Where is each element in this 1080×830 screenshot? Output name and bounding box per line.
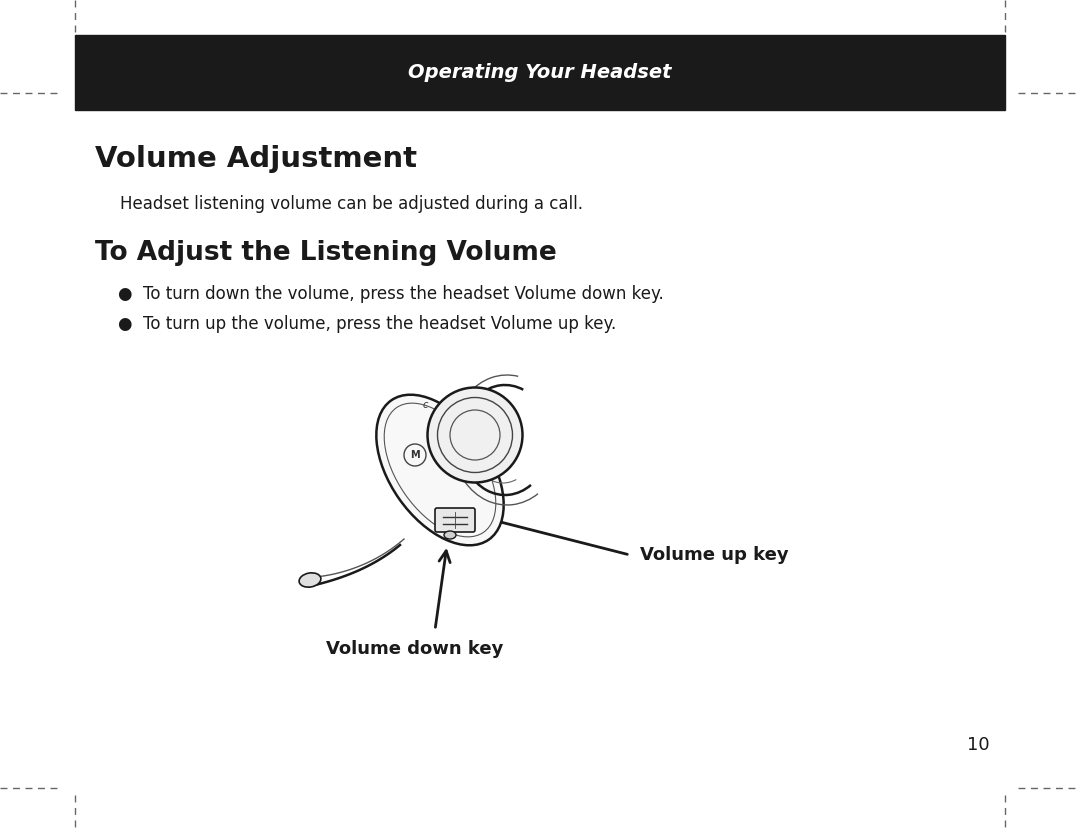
Ellipse shape xyxy=(376,395,503,545)
Ellipse shape xyxy=(428,388,523,482)
Bar xyxy=(75,35,1005,110)
Text: Headset listening volume can be adjusted during a call.: Headset listening volume can be adjusted… xyxy=(120,195,583,213)
Text: To Adjust the Listening Volume: To Adjust the Listening Volume xyxy=(95,240,557,266)
Ellipse shape xyxy=(444,531,456,539)
Text: Volume down key: Volume down key xyxy=(326,640,503,658)
Text: ●  To turn down the volume, press the headset Volume down key.: ● To turn down the volume, press the hea… xyxy=(118,285,664,303)
Text: 10: 10 xyxy=(968,736,990,754)
Text: ●  To turn up the volume, press the headset Volume up key.: ● To turn up the volume, press the heads… xyxy=(118,315,617,333)
Text: Volume Adjustment: Volume Adjustment xyxy=(95,145,417,173)
FancyBboxPatch shape xyxy=(435,508,475,532)
Text: Volume up key: Volume up key xyxy=(640,546,788,564)
Text: c: c xyxy=(422,400,428,410)
Ellipse shape xyxy=(299,573,321,587)
Text: M: M xyxy=(410,450,420,460)
Text: Operating Your Headset: Operating Your Headset xyxy=(408,62,672,81)
